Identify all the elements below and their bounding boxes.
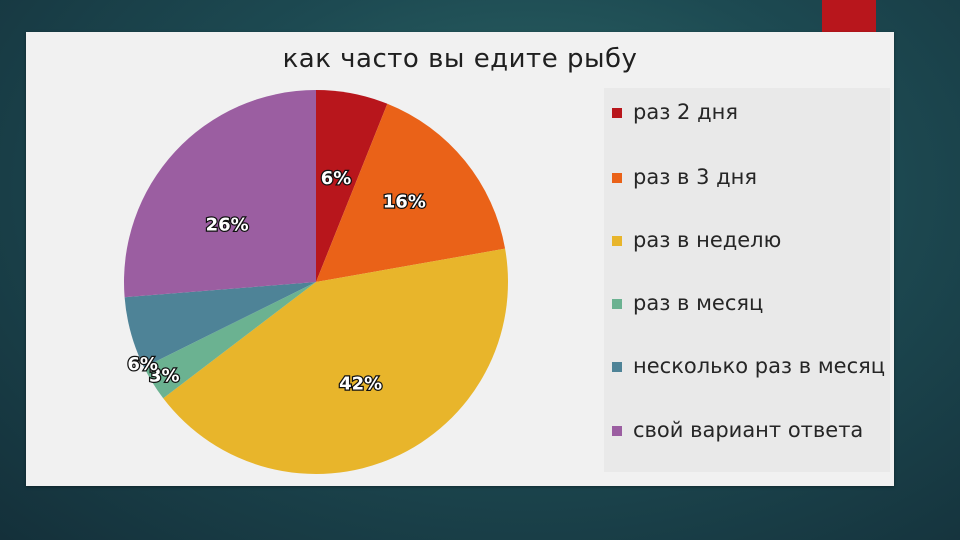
pie-slices: [124, 90, 508, 475]
legend-swatch: [612, 236, 622, 246]
legend-swatch: [612, 362, 622, 372]
legend-swatch: [612, 173, 622, 183]
data-label-1: 6%: [321, 168, 352, 189]
data-label-4: 3%: [149, 366, 180, 387]
legend-box: [604, 88, 890, 472]
data-label-2: 16%: [383, 192, 426, 213]
chart-title: как часто вы едите рыбу: [282, 44, 638, 74]
pie-slice-4: [143, 282, 316, 399]
legend-label: раз 2 дня: [633, 100, 738, 124]
pie-slice-3: [163, 248, 508, 475]
pie-slice-1: [316, 90, 388, 282]
legend-swatch: [612, 299, 622, 309]
data-label-5: 6%: [127, 354, 158, 375]
data-label-3: 42%: [339, 374, 382, 395]
legend-label: раз в 3 дня: [633, 165, 758, 189]
legend-item-5: несколько раз в месяц: [612, 354, 895, 379]
pie-slice-2: [316, 103, 506, 282]
legend-label: раз в месяц: [633, 291, 764, 315]
accent-bar: [822, 0, 876, 32]
pie-slice-6: [124, 90, 316, 298]
legend-item-1: раз 2 дня: [612, 100, 895, 125]
legend-label: раз в неделю: [633, 228, 782, 252]
legend-swatch: [612, 108, 622, 118]
legend-item-6: свой вариант ответа: [612, 418, 895, 443]
legend-item-4: раз в месяц: [612, 291, 895, 316]
data-label-6: 26%: [206, 214, 249, 235]
legend-label: свой вариант ответа: [633, 418, 864, 442]
legend-label: несколько раз в месяц: [633, 354, 886, 378]
pie-data-labels: 6%16%42%3%6%26%: [126, 167, 427, 396]
legend-item-2: раз в 3 дня: [612, 165, 895, 190]
pie-slice-5: [124, 282, 316, 368]
legend-swatch: [612, 426, 622, 436]
legend-item-3: раз в неделю: [612, 228, 895, 253]
